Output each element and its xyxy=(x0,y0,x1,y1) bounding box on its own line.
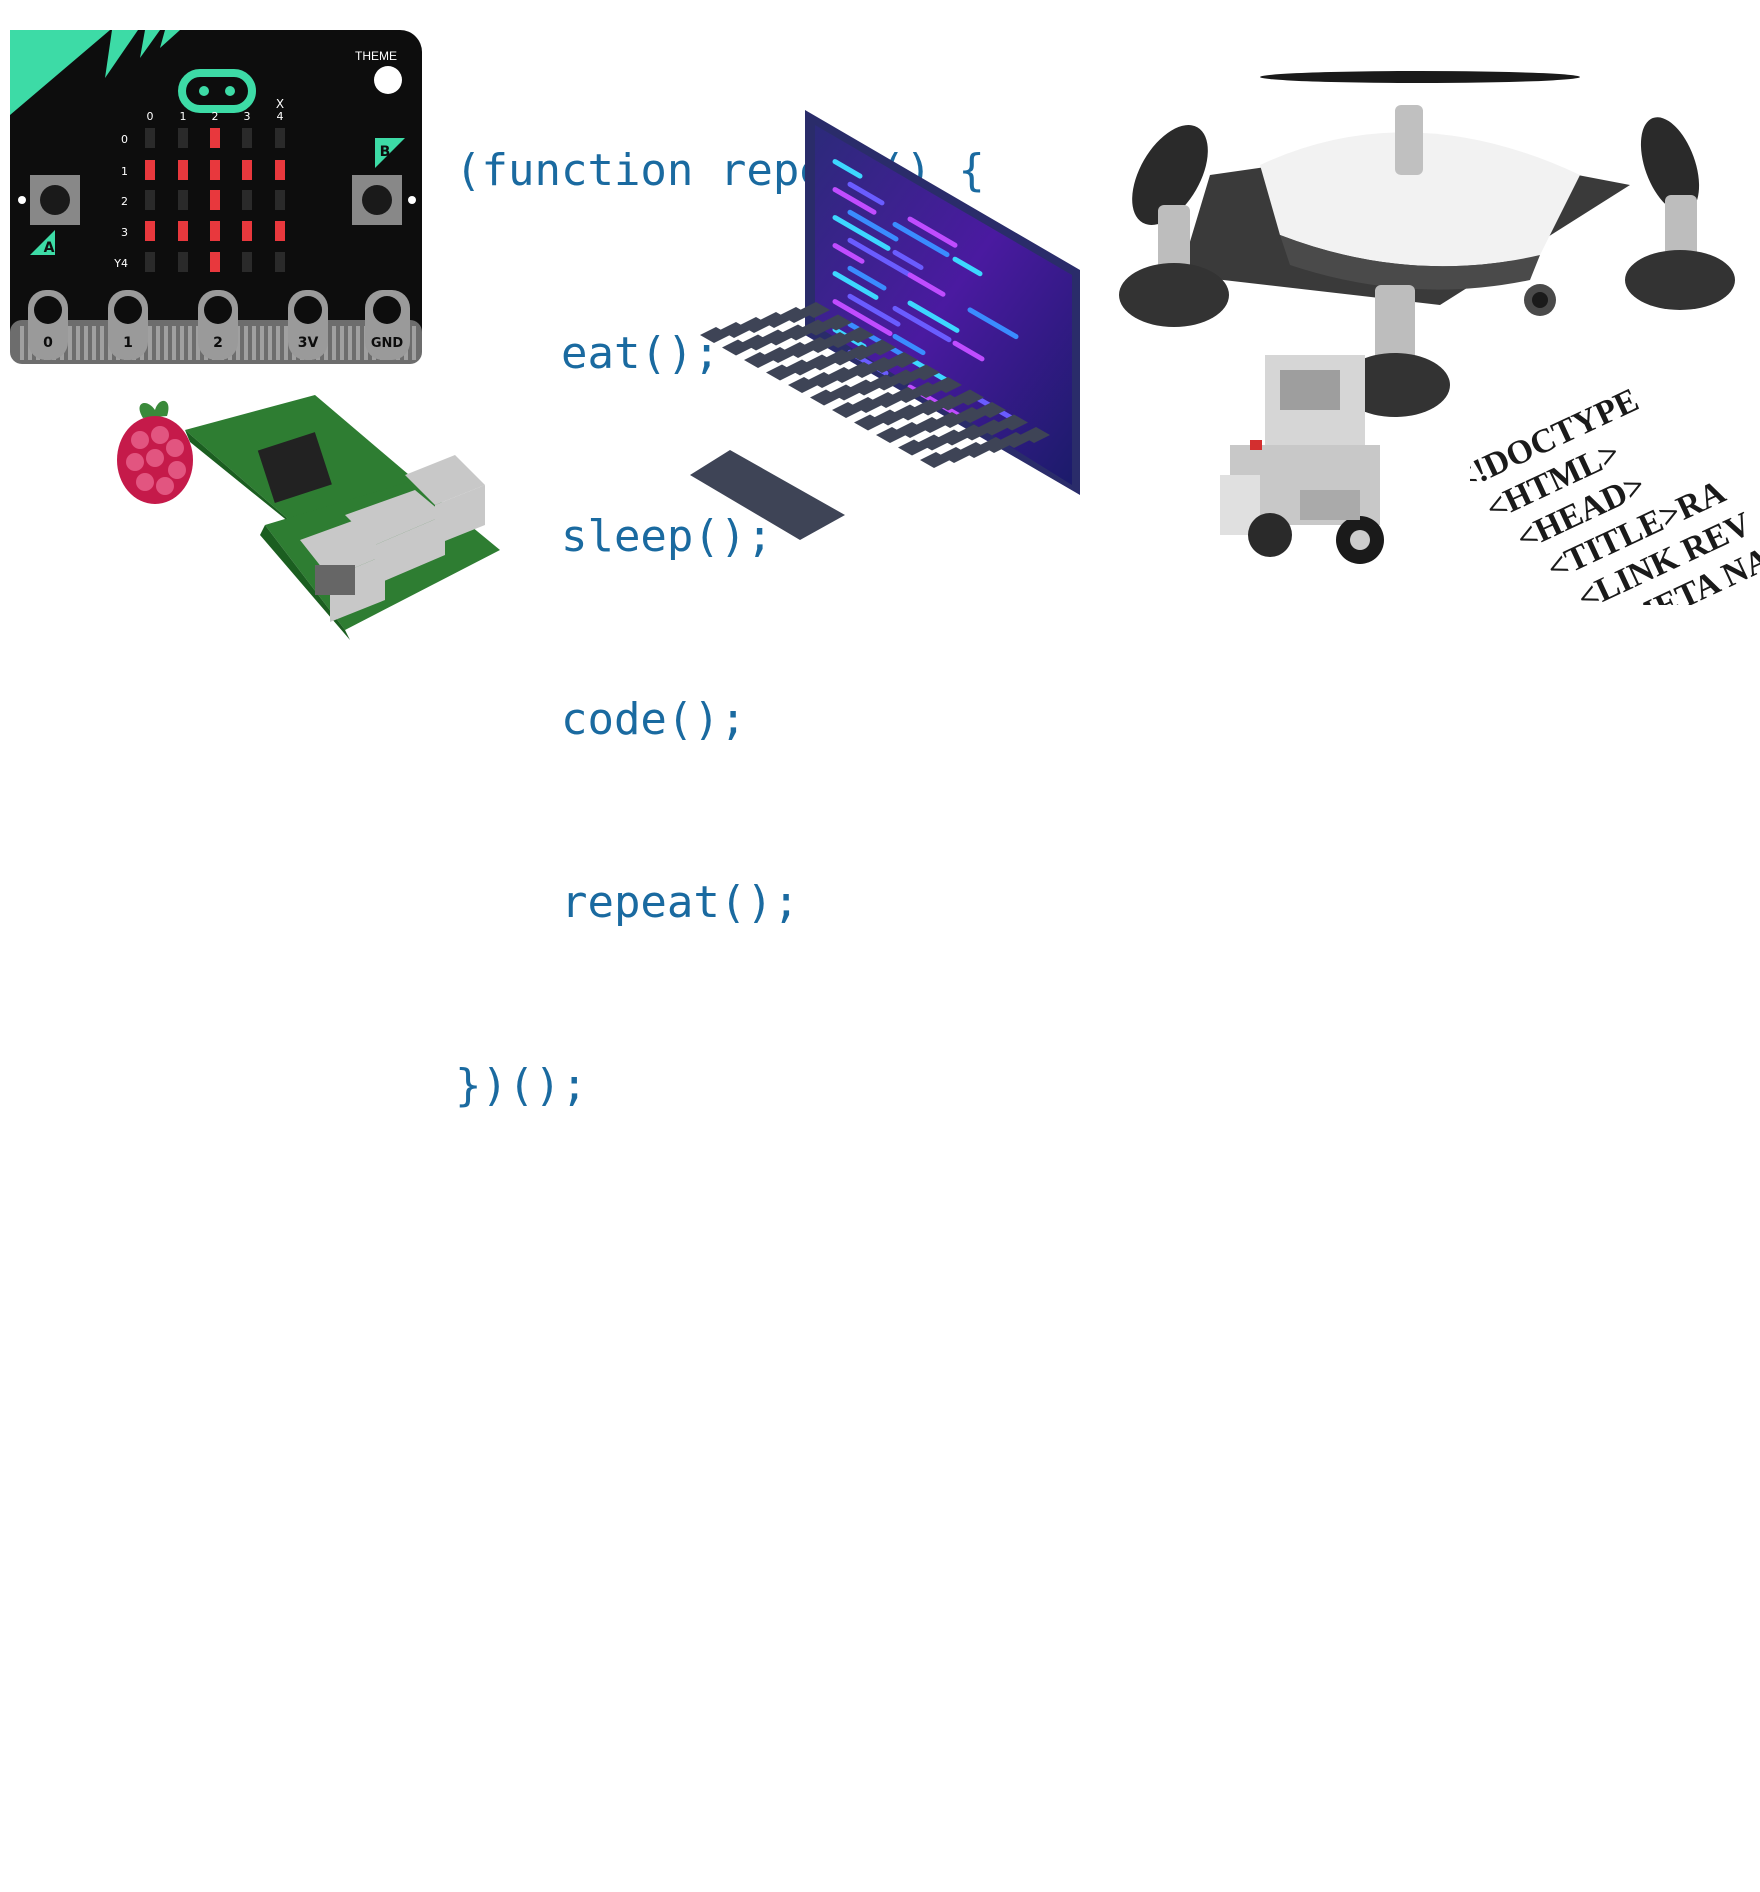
led xyxy=(178,160,188,180)
raspberry-logo-icon xyxy=(117,400,193,504)
led xyxy=(178,128,188,148)
code-line: sleep(); xyxy=(455,511,773,562)
svg-text:4: 4 xyxy=(277,110,284,123)
svg-text:1: 1 xyxy=(121,165,128,178)
drone-illustration xyxy=(1119,71,1735,417)
lego-robot-illustration xyxy=(1220,355,1384,564)
led xyxy=(145,128,155,148)
svg-text:3V: 3V xyxy=(298,335,319,351)
code-line: repeat(); xyxy=(455,877,800,928)
svg-text:0: 0 xyxy=(121,133,128,146)
button-b-label: B xyxy=(380,144,391,160)
svg-text:0: 0 xyxy=(43,335,53,351)
theme-label: THEME xyxy=(355,49,397,63)
microbit-board-illustration: THEME 0 1 2 3 4 X 0 1 2 3 Y4 A B 0 1 2 3… xyxy=(10,30,422,364)
led-matrix xyxy=(145,128,285,272)
svg-text:GND: GND xyxy=(371,336,404,351)
svg-text:1: 1 xyxy=(123,335,133,351)
led xyxy=(275,190,285,210)
led xyxy=(178,221,188,241)
code-line: })(); xyxy=(455,1060,588,1111)
svg-text:3: 3 xyxy=(121,226,128,239)
led xyxy=(210,128,220,148)
svg-text:3: 3 xyxy=(244,110,251,123)
code-line: code(); xyxy=(455,694,747,745)
svg-text:2: 2 xyxy=(121,195,128,208)
led xyxy=(242,160,252,180)
raspberry-pi-illustration xyxy=(117,395,500,640)
led xyxy=(242,128,252,148)
svg-text:2: 2 xyxy=(212,110,219,123)
svg-text:2: 2 xyxy=(213,335,223,351)
led xyxy=(210,221,220,241)
led xyxy=(210,160,220,180)
led xyxy=(275,252,285,272)
led xyxy=(242,221,252,241)
svg-text:X: X xyxy=(276,97,284,111)
led xyxy=(275,128,285,148)
led xyxy=(178,190,188,210)
html-tags-illustration: <!DOCTYPE <HTML> <HEAD> <TITLE>RA <LINK … xyxy=(1470,381,1760,605)
led xyxy=(275,221,285,241)
svg-text:1: 1 xyxy=(180,110,187,123)
led xyxy=(145,190,155,210)
led xyxy=(242,252,252,272)
laptop-illustration xyxy=(690,110,1080,540)
led xyxy=(145,252,155,272)
led xyxy=(210,190,220,210)
led xyxy=(210,252,220,272)
led xyxy=(275,160,285,180)
led xyxy=(145,221,155,241)
button-a-label: A xyxy=(44,240,55,256)
code-snippet: (function repeat() { eat(); sleep(); cod… xyxy=(455,18,985,1177)
led xyxy=(178,252,188,272)
led xyxy=(242,190,252,210)
svg-text:0: 0 xyxy=(147,110,154,123)
svg-text:Y4: Y4 xyxy=(113,257,128,270)
code-line: eat(); xyxy=(455,328,720,379)
led xyxy=(145,160,155,180)
